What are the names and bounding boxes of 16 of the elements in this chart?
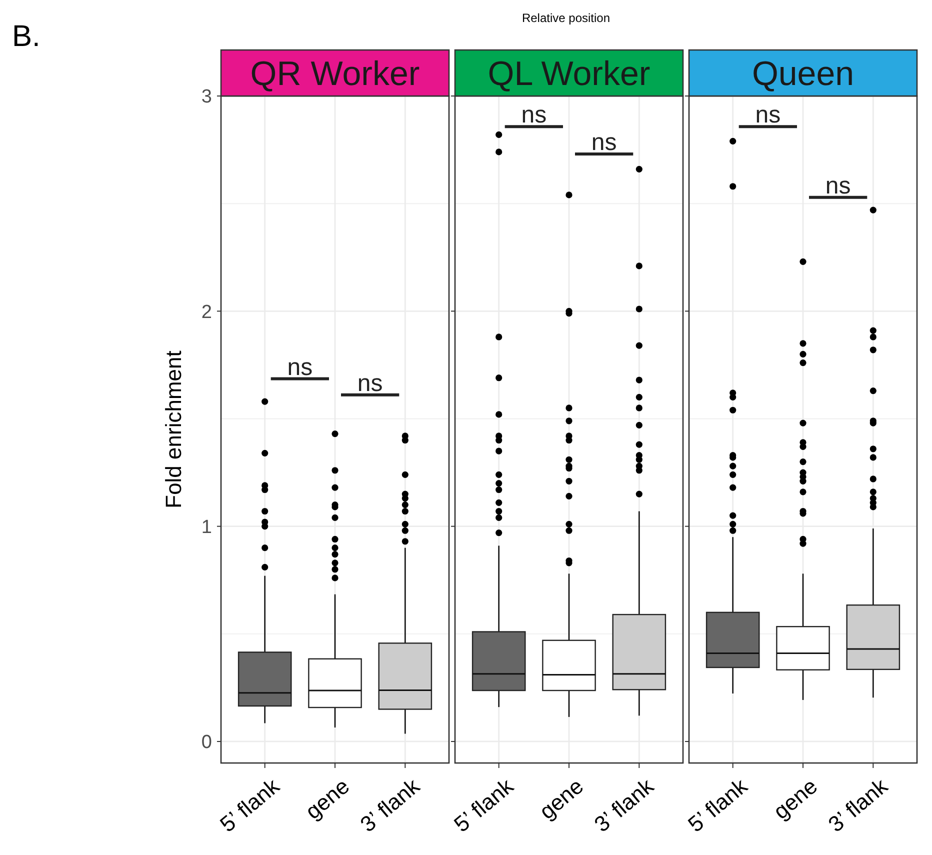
chart-title: Queen: [752, 55, 854, 94]
text: B.: [12, 20, 40, 53]
chart-title: QL Worker: [488, 55, 650, 94]
y-tick-label: 1: [201, 516, 212, 538]
chart-title: QR Worker: [250, 55, 420, 94]
annotation: ns: [287, 354, 313, 381]
y-tick-label: 2: [201, 302, 212, 323]
text: Relative position: [522, 11, 610, 25]
annotation: ns: [755, 102, 781, 129]
y-tick-label: 0: [201, 732, 212, 754]
annotation: ns: [825, 172, 851, 200]
y-tick-label: 3: [201, 86, 212, 108]
annotation: ns: [521, 102, 547, 129]
y-axis-title: Fold enrichment: [161, 350, 186, 508]
annotation: ns: [357, 370, 383, 397]
annotation: ns: [591, 129, 617, 156]
